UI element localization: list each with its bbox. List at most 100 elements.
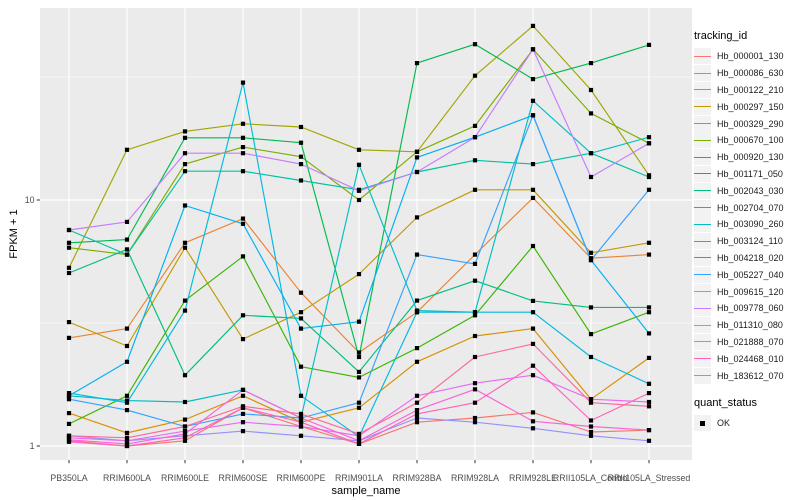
legend-key-swatch	[694, 233, 711, 250]
data-point	[472, 387, 478, 392]
legend-key-line-icon	[694, 341, 711, 343]
data-point	[298, 154, 304, 159]
data-point	[472, 278, 478, 283]
x-tick-label: PB350LA	[50, 473, 87, 483]
data-point	[66, 397, 72, 402]
data-point	[530, 363, 536, 368]
data-point	[182, 203, 188, 208]
data-point	[124, 237, 130, 242]
data-point	[588, 151, 594, 156]
data-point	[356, 369, 362, 374]
legend-key-swatch	[694, 283, 711, 300]
data-point	[298, 178, 304, 183]
data-point	[588, 61, 594, 66]
data-point	[472, 73, 478, 78]
data-point	[240, 169, 246, 174]
legend-item: Hb_024468_010	[694, 350, 798, 367]
data-point	[66, 245, 72, 250]
data-point	[414, 393, 420, 398]
legend-key-line-icon	[694, 123, 711, 125]
black-square-marker-icon	[700, 421, 705, 426]
legend-item: Hb_009778_060	[694, 300, 798, 317]
x-tick-label: RRII105LA_Stressed	[608, 473, 691, 483]
legend-key-swatch	[694, 350, 711, 367]
data-point	[414, 252, 420, 257]
legend-key-line-icon	[694, 375, 711, 377]
data-point	[66, 433, 72, 438]
legend-item: Hb_000670_100	[694, 132, 798, 149]
quant-legend-title: quant_status	[694, 396, 757, 409]
data-point	[240, 254, 246, 259]
legend-item-label: Hb_001171_050	[717, 168, 783, 179]
data-point	[124, 343, 130, 349]
data-point	[414, 169, 420, 175]
data-point	[356, 354, 362, 360]
legend-key-swatch	[694, 149, 711, 166]
legend-item-label: Hb_003124_110	[717, 236, 783, 247]
legend-key-swatch	[694, 300, 711, 317]
data-point	[472, 354, 478, 360]
data-point	[530, 47, 536, 52]
data-point	[530, 162, 536, 167]
legend-key-swatch	[694, 182, 711, 199]
legend-item-label: Hb_000670_100	[717, 135, 784, 146]
x-tick-label: RRIM600PE	[277, 473, 326, 483]
data-point	[530, 341, 536, 346]
legend-key-swatch	[694, 115, 711, 132]
data-point	[124, 430, 130, 435]
data-point	[124, 408, 130, 413]
legend-key-swatch	[694, 81, 711, 98]
data-point	[414, 61, 420, 66]
data-point	[356, 438, 362, 443]
x-tick-label: RRIM928BA	[393, 473, 442, 483]
data-point	[414, 415, 420, 421]
data-point	[182, 135, 188, 140]
legend-key-line-icon	[694, 324, 711, 326]
data-point	[124, 438, 130, 443]
legend-item: Hb_000297_150	[694, 98, 798, 115]
data-point	[298, 411, 304, 416]
legend-item: Hb_001171_050	[694, 165, 798, 183]
data-point	[588, 433, 594, 438]
x-tick-label: RRIM600LA	[103, 473, 151, 483]
data-point	[356, 431, 362, 436]
legend-item: Hb_003124_110	[694, 233, 798, 250]
legend-item-label: Hb_024468_010	[717, 353, 784, 364]
data-point	[530, 187, 536, 192]
legend-item: Hb_002704_070	[694, 199, 798, 216]
data-point	[298, 310, 304, 315]
data-point	[182, 373, 188, 378]
data-point	[646, 391, 652, 396]
data-point	[530, 113, 536, 118]
data-point	[298, 162, 304, 167]
y-tick-label: 10	[25, 195, 35, 205]
data-point	[588, 418, 594, 423]
x-tick-label: RRII105LA_Control	[553, 473, 629, 483]
legend-item-label: Hb_000122_210	[717, 84, 784, 95]
data-point	[298, 420, 304, 425]
legend-item: Hb_004218_020	[694, 249, 798, 267]
data-point	[646, 331, 652, 336]
legend-item-label: Hb_003090_260	[717, 219, 784, 230]
data-point	[240, 151, 246, 156]
data-point	[646, 438, 652, 443]
data-point	[298, 393, 304, 398]
data-point	[588, 305, 594, 310]
data-point	[356, 350, 362, 355]
legend-item: Hb_011310_080	[694, 317, 798, 334]
legend-item: Hb_021888_070	[694, 333, 798, 351]
x-tick-label: RRIM600SE	[219, 473, 268, 483]
data-point	[182, 308, 188, 313]
data-point	[530, 373, 536, 378]
data-point	[588, 397, 594, 402]
data-point	[646, 355, 652, 360]
data-point	[588, 111, 594, 116]
legend-key-swatch	[694, 65, 711, 82]
data-point	[240, 145, 246, 150]
data-point	[588, 429, 594, 435]
data-point	[356, 375, 362, 380]
legend-item: Hb_009615_120	[694, 283, 798, 300]
data-point	[298, 124, 304, 130]
data-point	[530, 298, 536, 303]
